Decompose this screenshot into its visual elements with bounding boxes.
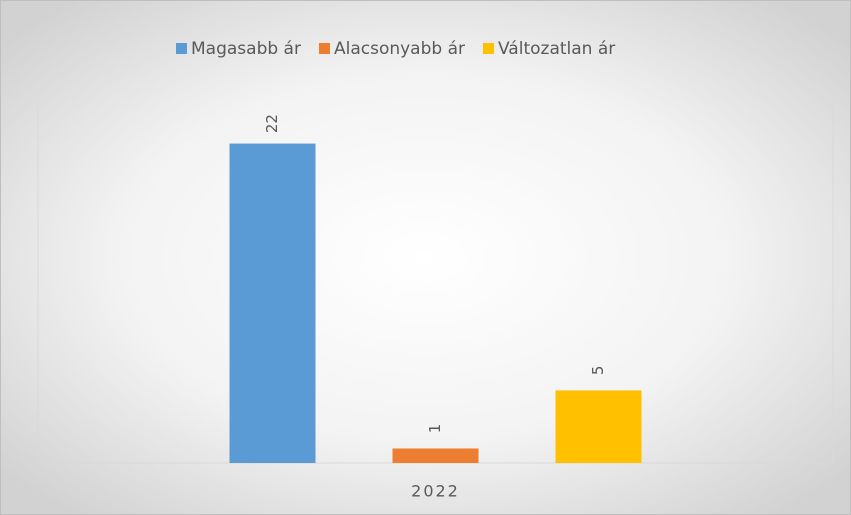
x-tick-label: 2022 xyxy=(411,482,460,501)
legend-swatch xyxy=(318,43,330,54)
bar xyxy=(555,390,642,463)
data-label: 5 xyxy=(589,366,607,376)
legend-swatch xyxy=(483,43,494,54)
legend-label: Magasabb ár xyxy=(191,39,301,59)
bar xyxy=(229,143,316,463)
legend-label: Alacsonyabb ár xyxy=(334,39,465,59)
bar xyxy=(392,448,479,463)
data-label: 1 xyxy=(426,424,444,434)
data-label: 22 xyxy=(263,114,281,133)
legend-label: Változatlan ár xyxy=(498,39,615,59)
legend-swatch xyxy=(176,43,187,54)
